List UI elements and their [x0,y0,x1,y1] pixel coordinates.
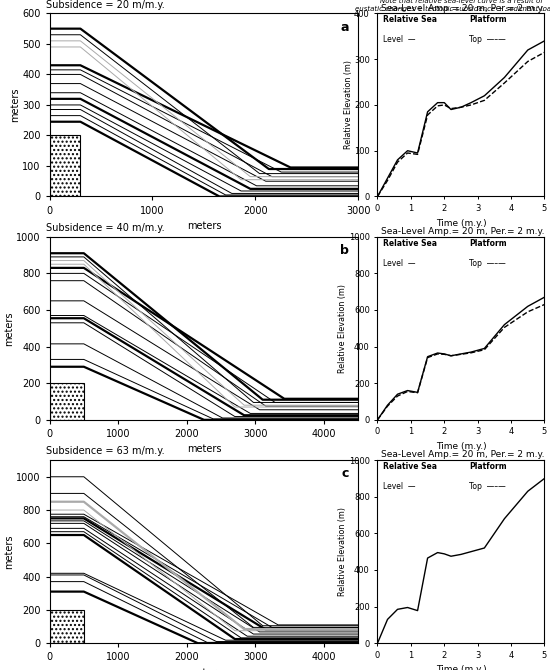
X-axis label: meters: meters [187,668,221,670]
Title: Note that relative sea-level curve is a result of
eustatic changes + tectonic su: Note that relative sea-level curve is a … [355,0,550,11]
X-axis label: Time (m.y.): Time (m.y.) [436,442,486,451]
Text: Top  —–—: Top —–— [469,36,506,44]
Text: Top  —–—: Top —–— [469,259,506,268]
Bar [50,610,84,643]
X-axis label: meters: meters [187,221,221,231]
Text: Subsidence = 40 m/m.y.: Subsidence = 40 m/m.y. [46,223,164,233]
Text: Sea-Level Amp.= 20 m, Per.= 2 m.y.: Sea-Level Amp.= 20 m, Per.= 2 m.y. [381,450,544,460]
Y-axis label: Relative Elevation (m): Relative Elevation (m) [344,60,353,149]
Text: Platform: Platform [469,462,507,471]
X-axis label: meters: meters [187,444,221,454]
Text: Level  —: Level — [382,259,415,268]
Y-axis label: meters: meters [4,535,15,569]
Text: Sea-Level Amp.= 20 m, Per.= 2 m.y.: Sea-Level Amp.= 20 m, Per.= 2 m.y. [381,227,544,236]
Text: a: a [340,21,349,34]
Bar [50,135,80,196]
Text: Platform: Platform [469,15,507,24]
Text: c: c [342,468,349,480]
Bar [50,383,84,420]
X-axis label: Time (m.y.): Time (m.y.) [436,218,486,228]
Text: Relative Sea: Relative Sea [382,239,437,248]
Y-axis label: Relative Elevation (m): Relative Elevation (m) [338,507,348,596]
Y-axis label: meters: meters [10,88,20,122]
Text: Relative Sea: Relative Sea [382,462,437,471]
Text: Subsidence = 63 m/m.y.: Subsidence = 63 m/m.y. [46,446,164,456]
Text: Level  —: Level — [382,482,415,491]
Y-axis label: Relative Elevation (m): Relative Elevation (m) [338,284,348,373]
Text: Relative Sea: Relative Sea [382,15,437,24]
X-axis label: Time (m.y.): Time (m.y.) [436,665,486,670]
Text: b: b [340,244,349,257]
Text: Platform: Platform [469,239,507,248]
Text: Level  —: Level — [382,36,415,44]
Y-axis label: meters: meters [4,311,15,346]
Text: Top  —–—: Top —–— [469,482,506,491]
Text: Subsidence = 20 m/m.y.: Subsidence = 20 m/m.y. [46,0,164,10]
Text: Sea-Level Amp.= 20 m, Per.= 2 m.y.: Sea-Level Amp.= 20 m, Per.= 2 m.y. [381,3,544,13]
